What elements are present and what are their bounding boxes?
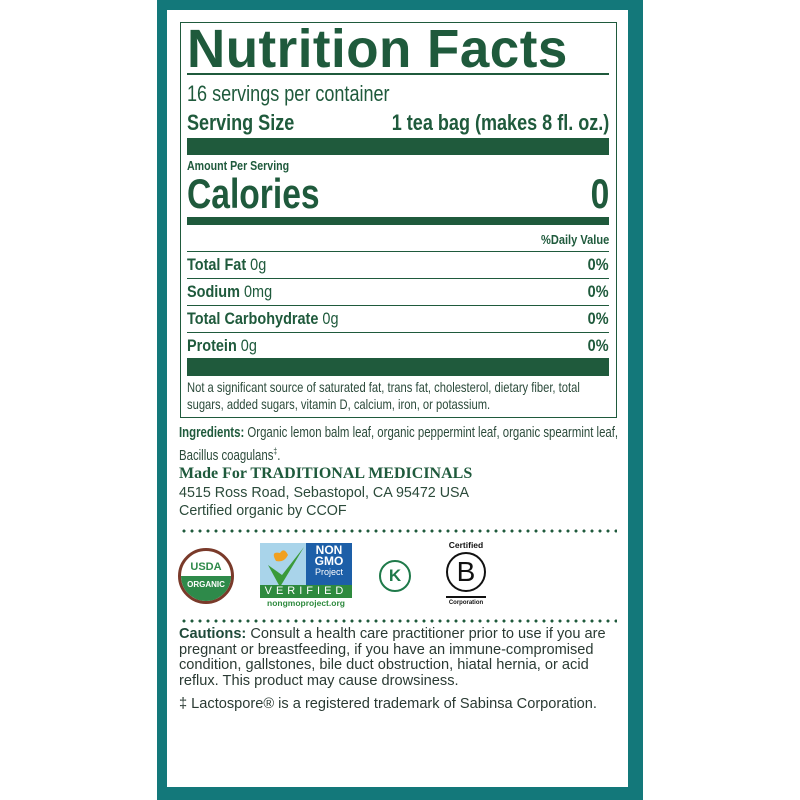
butterfly-check-icon	[268, 547, 304, 587]
serving-size-value: 1 tea bag (makes 8 fl. oz.)	[391, 110, 609, 135]
medium-divider	[187, 217, 609, 225]
divider	[187, 305, 609, 306]
dotted-divider	[180, 529, 617, 533]
nutrient-row: Total Fat 0g 0%	[187, 255, 609, 274]
usda-organic-logo: USDA ORGANIC	[178, 548, 234, 604]
dotted-divider	[180, 619, 617, 623]
footnote: Not a significant source of saturated fa…	[187, 379, 580, 412]
nutrition-facts-box	[180, 22, 617, 418]
maker-name: Made For TRADITIONAL MEDICINALS	[179, 465, 473, 482]
calories-value: 0	[590, 170, 609, 217]
maker-address: 4515 Ross Road, Sebastopol, CA 95472 USA	[179, 485, 470, 501]
nutrition-title: Nutrition Facts	[187, 19, 568, 79]
kosher-k-icon: K	[379, 560, 411, 592]
divider	[187, 73, 609, 75]
servings-per-container: 16 servings per container	[187, 81, 390, 106]
daily-value-header: %Daily Value	[540, 232, 609, 247]
ingredients: Ingredients: Organic lemon balm leaf, or…	[179, 424, 619, 464]
nutrient-row: Total Carbohydrate 0g 0%	[187, 309, 609, 328]
trademark-note: ‡ Lactospore® is a registered trademark …	[179, 696, 597, 712]
divider	[187, 332, 609, 333]
cautions: Cautions: Consult a health care practiti…	[179, 626, 606, 689]
non-gmo-project-logo: NON GMO Project VERIFIED nongmoproject.org	[260, 543, 352, 611]
serving-size-label: Serving Size	[187, 110, 295, 135]
calories-label: Calories	[187, 170, 320, 217]
divider	[187, 278, 609, 279]
b-corp-logo: Certified B Corporation	[443, 540, 489, 612]
amount-per-serving: Amount Per Serving	[187, 159, 290, 173]
thick-divider	[187, 138, 609, 155]
thick-divider	[187, 358, 609, 376]
nutrient-row: Sodium 0mg 0%	[187, 282, 609, 301]
certified-organic: Certified organic by CCOF	[179, 503, 347, 519]
divider	[187, 251, 609, 252]
nutrient-row: Protein 0g 0%	[187, 336, 609, 355]
